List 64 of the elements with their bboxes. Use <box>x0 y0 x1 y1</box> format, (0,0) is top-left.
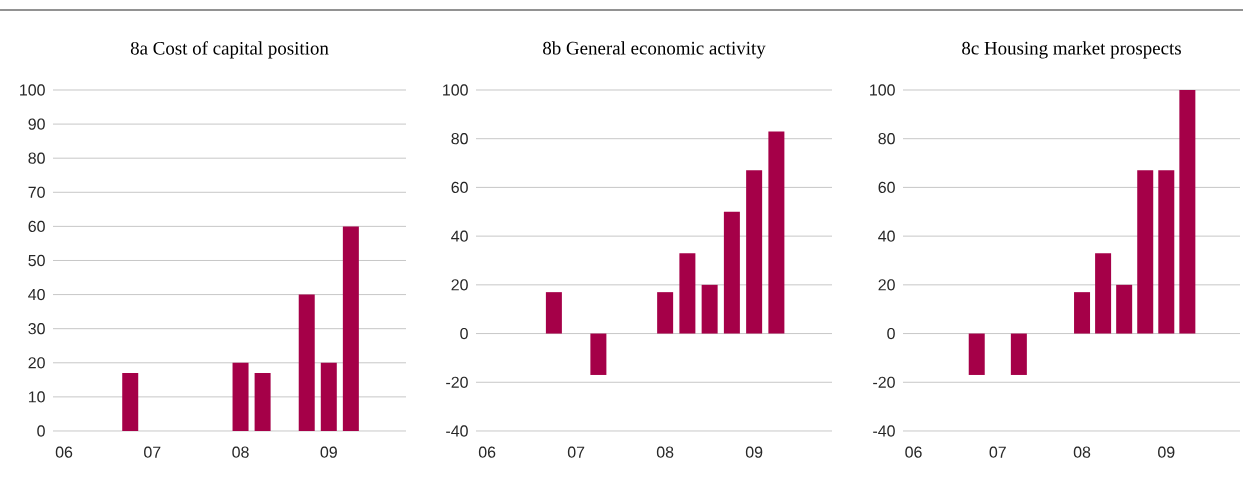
y-tick-label: -20 <box>873 376 895 388</box>
bar <box>746 170 763 334</box>
y-tick-label: -40 <box>446 425 468 437</box>
y-tick-label: 80 <box>28 152 45 164</box>
bar <box>1179 89 1196 334</box>
x-tick-label: 06 <box>55 446 73 458</box>
bar <box>320 362 337 431</box>
bar <box>1095 253 1112 334</box>
x-tick-label: 07 <box>989 446 1006 458</box>
bar <box>1074 292 1091 334</box>
y-tick-label: 0 <box>37 425 45 437</box>
x-tick-label: 09 <box>1158 446 1175 458</box>
y-tick-label: 20 <box>28 357 45 369</box>
y-tick-label: 20 <box>451 279 468 291</box>
y-tick-label: 100 <box>20 84 45 96</box>
y-tick-label: 40 <box>28 288 45 301</box>
bar <box>254 373 271 431</box>
x-tick-label: 08 <box>656 446 674 458</box>
x-tick-label: 06 <box>478 446 496 458</box>
y-tick-label: -40 <box>873 425 895 437</box>
x-tick-label: 08 <box>1073 446 1091 458</box>
bar <box>342 226 359 431</box>
x-tick-label: 09 <box>320 446 337 458</box>
x-tick-label: 07 <box>144 446 161 458</box>
x-tick-label: 07 <box>567 446 585 458</box>
y-tick-label: 0 <box>887 327 895 340</box>
bar <box>545 292 562 334</box>
bar <box>657 292 674 334</box>
y-tick-label: 60 <box>451 181 468 194</box>
bar <box>1158 170 1175 334</box>
chart-title: 8c Housing market prospects <box>962 41 1181 59</box>
y-tick-label: 60 <box>28 220 45 233</box>
bar <box>122 373 139 431</box>
chart-title: 8b General economic activity <box>543 41 766 59</box>
x-tick-label: 08 <box>232 446 249 458</box>
y-tick-label: 100 <box>870 84 895 96</box>
y-tick-label: 0 <box>460 327 468 340</box>
y-tick-label: 30 <box>28 323 45 335</box>
y-tick-label: 20 <box>878 279 895 291</box>
bar <box>768 131 785 334</box>
bar <box>298 294 315 431</box>
y-tick-label: 70 <box>28 186 45 198</box>
y-tick-label: 50 <box>28 254 45 267</box>
bar <box>1116 284 1133 334</box>
y-tick-label: 60 <box>878 181 895 194</box>
y-tick-label: 40 <box>451 230 468 242</box>
bar <box>232 362 249 431</box>
bar <box>701 284 718 334</box>
x-tick-label: 09 <box>745 446 763 458</box>
bar <box>723 211 740 334</box>
bar <box>590 333 607 375</box>
bar <box>968 333 985 375</box>
bar <box>1010 333 1027 375</box>
y-tick-label: -20 <box>446 376 468 388</box>
y-tick-label: 90 <box>28 118 45 130</box>
bar <box>1137 170 1154 334</box>
chart-title: 8a Cost of capital position <box>130 41 329 59</box>
y-tick-label: 100 <box>443 84 468 96</box>
x-tick-label: 06 <box>905 446 922 458</box>
y-tick-label: 40 <box>878 230 895 242</box>
y-tick-label: 80 <box>878 133 895 145</box>
y-tick-label: 10 <box>28 391 45 403</box>
bar <box>679 253 696 334</box>
y-tick-label: 80 <box>451 133 468 145</box>
